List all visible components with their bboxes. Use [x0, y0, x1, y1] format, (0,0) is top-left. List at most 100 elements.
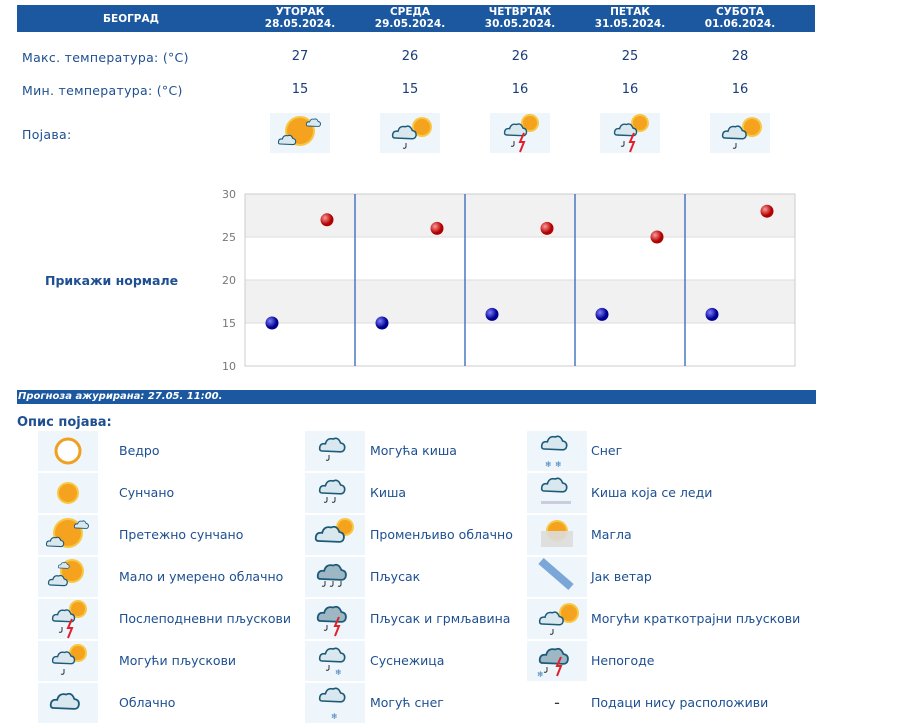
sunny-icon	[38, 473, 98, 513]
day-header: ПЕТАК 31.05.2024.	[575, 6, 685, 30]
no-data-symbol: -	[554, 693, 560, 712]
mostly-sunny-icon	[270, 113, 330, 153]
svg-text:❄: ❄	[545, 460, 552, 469]
sleet-icon: ❄	[305, 641, 365, 681]
max-temp-point	[320, 213, 334, 227]
day-header: УТОРАК 28.05.2024.	[245, 6, 355, 30]
possible-short-showers-icon	[527, 599, 587, 639]
forecast-updated: Прогноза ажурирана: 27.05. 11:00.	[17, 390, 816, 404]
min-temp-point	[595, 307, 609, 321]
day-date: 01.06.2024.	[704, 18, 776, 30]
y-tick-label: 25	[222, 231, 236, 244]
day-date: 28.05.2024.	[264, 18, 336, 30]
clear-icon	[38, 431, 98, 471]
legend-title: Опис појава:	[17, 415, 112, 430]
day-header: СУБОТА 01.06.2024.	[685, 6, 795, 30]
day-date: 30.05.2024.	[484, 18, 556, 30]
shower-icon	[305, 557, 365, 597]
possible-showers-icon	[38, 641, 98, 681]
day-header: СРЕДА 29.05.2024.	[355, 6, 465, 30]
forecast-header: БЕОГРАД УТОРАК 28.05.2024. СРЕДА 29.05.2024…	[17, 5, 815, 32]
legend-label: Јак ветар	[591, 569, 652, 584]
city-name: БЕОГРАД	[103, 13, 159, 25]
legend-label: Облачно	[119, 695, 176, 710]
svg-text:❄: ❄	[335, 668, 342, 677]
legend-label: Променљиво облачно	[370, 527, 513, 542]
max-temp-value: 28	[731, 49, 749, 64]
possible-short-showers-icon	[380, 113, 440, 153]
variable-icon	[305, 515, 365, 555]
thunder-shower-icon	[305, 599, 365, 639]
y-tick-label: 30	[222, 188, 236, 201]
day-name: УТОРАК	[275, 6, 325, 18]
min-temp-value: 16	[511, 82, 529, 97]
cloudy-icon	[38, 683, 98, 723]
min-temp-point	[485, 307, 499, 321]
max-temp-point	[540, 221, 554, 235]
legend-label: Претежно сунчано	[119, 527, 244, 542]
legend-label: Киша која се леди	[591, 485, 713, 500]
min-temp-label: Мин. температура: (°C)	[22, 83, 183, 98]
legend-label: Ведро	[119, 443, 160, 458]
min-temp-value: 16	[621, 82, 639, 97]
fog-icon	[527, 515, 587, 555]
min-temp-value: 15	[291, 82, 309, 97]
max-temp-value: 26	[511, 49, 529, 64]
rain-icon	[305, 473, 365, 513]
max-temp-point	[430, 221, 444, 235]
legend-label: Пљусак и грмљавина	[370, 611, 511, 626]
day-name: СУБОТА	[715, 6, 765, 18]
plot-frame	[244, 193, 796, 367]
freezing-rain-icon	[527, 473, 587, 513]
legend-label: Могући краткотрајни пљускови	[591, 611, 801, 626]
possible-short-showers-icon	[710, 113, 770, 153]
max-temp-point	[650, 230, 664, 244]
legend-label: Подаци нису расположиви	[591, 695, 769, 710]
grid-band	[245, 280, 795, 323]
svg-text:❄: ❄	[537, 670, 544, 679]
legend-label: Пљусак	[370, 569, 421, 584]
min-temp-point	[375, 316, 389, 330]
grid-band	[245, 194, 795, 237]
afternoon-storm-icon	[600, 113, 660, 153]
svg-text:❄: ❄	[331, 712, 338, 721]
legend-label: Непогоде	[591, 653, 655, 668]
y-tick-label: 20	[222, 274, 236, 287]
legend-label: Снег	[591, 443, 623, 458]
legend-label: Сунчано	[119, 485, 175, 500]
possible-snow-icon: ❄	[305, 683, 365, 723]
possible-rain-icon	[305, 431, 365, 471]
afternoon-storm-icon	[490, 113, 550, 153]
partly-cloudy-icon	[38, 557, 98, 597]
day-name: ПЕТАК	[610, 6, 650, 18]
snow-icon: ❄ ❄	[527, 431, 587, 471]
afternoon-storm-icon	[38, 599, 98, 639]
min-temp-value: 16	[731, 82, 749, 97]
day-header: ЧЕТВРТАК 30.05.2024.	[465, 6, 575, 30]
wind-icon	[527, 557, 587, 597]
min-temp-point	[265, 316, 279, 330]
legend-label: Послеподневни пљускови	[119, 611, 291, 626]
phenomenon-label: Појава:	[22, 127, 72, 142]
mostly-sunny-icon	[38, 515, 98, 555]
legend-label: Могућ снег	[370, 695, 444, 710]
y-tick-label: 10	[222, 360, 236, 373]
show-normals-link[interactable]: Прикажи нормале	[45, 273, 179, 288]
max-temp-value: 27	[291, 49, 309, 64]
day-name: СРЕДА	[389, 6, 431, 18]
y-tick-label: 15	[222, 317, 236, 330]
legend-label: Суснежица	[370, 653, 445, 668]
max-temp-label: Макс. температура: (°C)	[22, 50, 189, 65]
day-name: ЧЕТВРТАК	[488, 6, 552, 18]
legend-label: Киша	[370, 485, 407, 500]
severe-storm-icon: ❄	[527, 641, 587, 681]
legend-label: Могућа киша	[370, 443, 457, 458]
min-temp-point	[705, 307, 719, 321]
temperature-chart: 30 25 20 15 10	[222, 188, 796, 373]
max-temp-value: 25	[621, 49, 639, 64]
legend-label: Магла	[591, 527, 632, 542]
legend-label: Мало и умерено облачно	[119, 569, 284, 584]
legend-label: Могући пљускови	[119, 653, 237, 668]
min-temp-value: 15	[401, 82, 419, 97]
day-date: 31.05.2024.	[594, 18, 666, 30]
